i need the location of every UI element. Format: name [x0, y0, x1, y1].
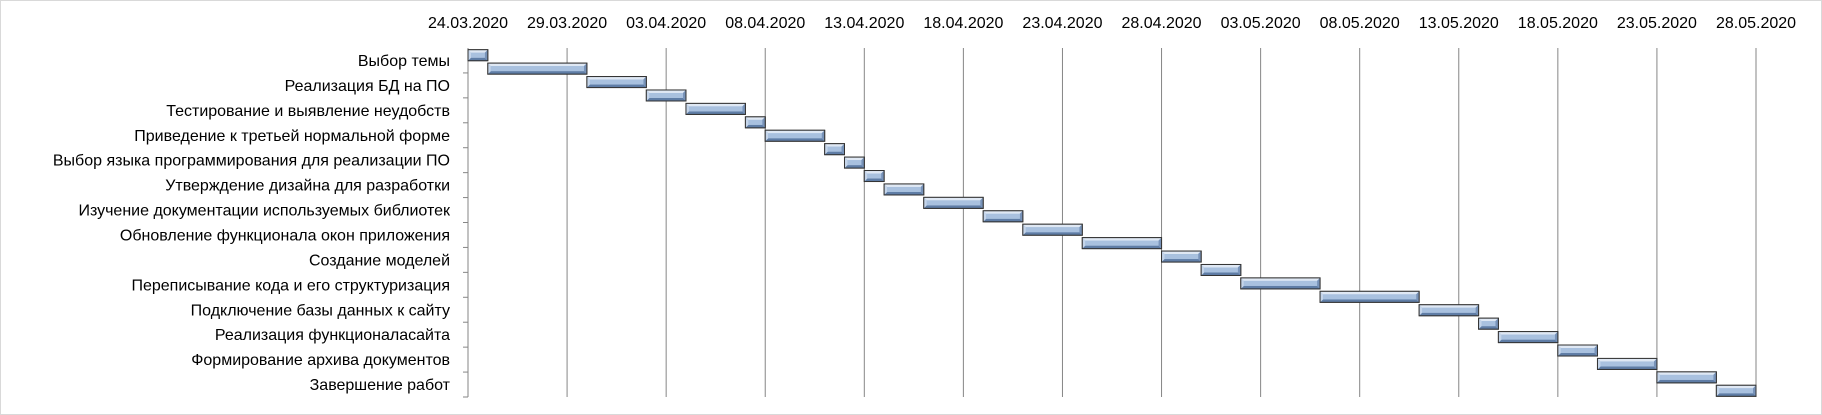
x-tick-label: 18.05.2020	[1518, 15, 1598, 32]
task-bar	[1596, 357, 1658, 370]
x-tick-label: 23.05.2020	[1617, 15, 1697, 32]
task-bars	[467, 49, 1757, 397]
category-label: Выбор темы	[358, 53, 450, 70]
x-tick-label: 29.03.2020	[527, 15, 607, 32]
task-bar	[487, 62, 588, 75]
category-label: Создание моделей	[309, 252, 450, 269]
x-tick-label: 08.05.2020	[1320, 15, 1400, 32]
category-label: Обновление функционала окон приложения	[120, 227, 450, 244]
task-bar	[467, 49, 489, 62]
task-bar	[744, 116, 766, 129]
task-bar	[1161, 250, 1202, 263]
task-bar	[824, 143, 845, 156]
task-bar	[1022, 223, 1083, 236]
task-bar	[883, 183, 925, 196]
category-label: Переписывание кода и его структуризация	[131, 277, 450, 294]
task-bar	[1319, 290, 1420, 303]
task-bar	[1497, 331, 1559, 344]
x-tick-label: 03.05.2020	[1221, 15, 1301, 32]
category-label: Приведение к третьей нормальной форме	[134, 128, 450, 145]
task-bar	[685, 102, 746, 115]
task-bar	[1557, 344, 1598, 357]
task-bar	[645, 89, 687, 102]
x-tick-label: 24.03.2020	[428, 15, 508, 32]
x-tick-labels: 24.03.2020 29.03.2020 03.04.2020 08.04.2020…	[428, 15, 1796, 32]
x-tick-label: 28.05.2020	[1716, 15, 1796, 32]
x-tick-label: 13.05.2020	[1419, 15, 1499, 32]
category-label: Изучение документации используемых библи…	[78, 203, 451, 220]
x-tick-label: 08.04.2020	[725, 15, 805, 32]
x-tick-label: 18.04.2020	[923, 15, 1003, 32]
task-bar	[923, 196, 984, 209]
category-label: Завершение работ	[310, 377, 451, 394]
category-label: Тестирование и выявление неудобств	[166, 103, 450, 120]
y-category-labels: Выбор темы Реализация БД на ПО Тестировани…	[53, 53, 451, 394]
task-bar	[843, 156, 865, 169]
task-bar	[764, 129, 826, 142]
x-tick-label: 28.04.2020	[1121, 15, 1201, 32]
task-bar	[863, 170, 885, 183]
category-label: Реализация функционаласайта	[215, 327, 450, 344]
task-bar	[1478, 317, 1499, 330]
task-bar	[1200, 263, 1242, 276]
category-label: Выбор языка программирования для реализа…	[53, 153, 450, 170]
task-bar	[586, 76, 647, 89]
category-label: Подключение базы данных к сайту	[191, 302, 450, 319]
grid-layer	[463, 48, 1757, 398]
x-tick-label: 03.04.2020	[626, 15, 706, 32]
task-bar	[1656, 371, 1717, 384]
category-label: Формирование архива документов	[191, 352, 450, 369]
category-label: Утверждение дизайна для разработки	[165, 178, 450, 195]
x-tick-label: 23.04.2020	[1022, 15, 1102, 32]
task-bar	[982, 210, 1024, 223]
x-tick-label: 13.04.2020	[824, 15, 904, 32]
category-label: Реализация БД на ПО	[285, 78, 450, 95]
task-bar	[1240, 277, 1321, 290]
task-bar	[1418, 304, 1480, 317]
task-bar	[1081, 237, 1163, 250]
task-bar	[1715, 384, 1757, 397]
